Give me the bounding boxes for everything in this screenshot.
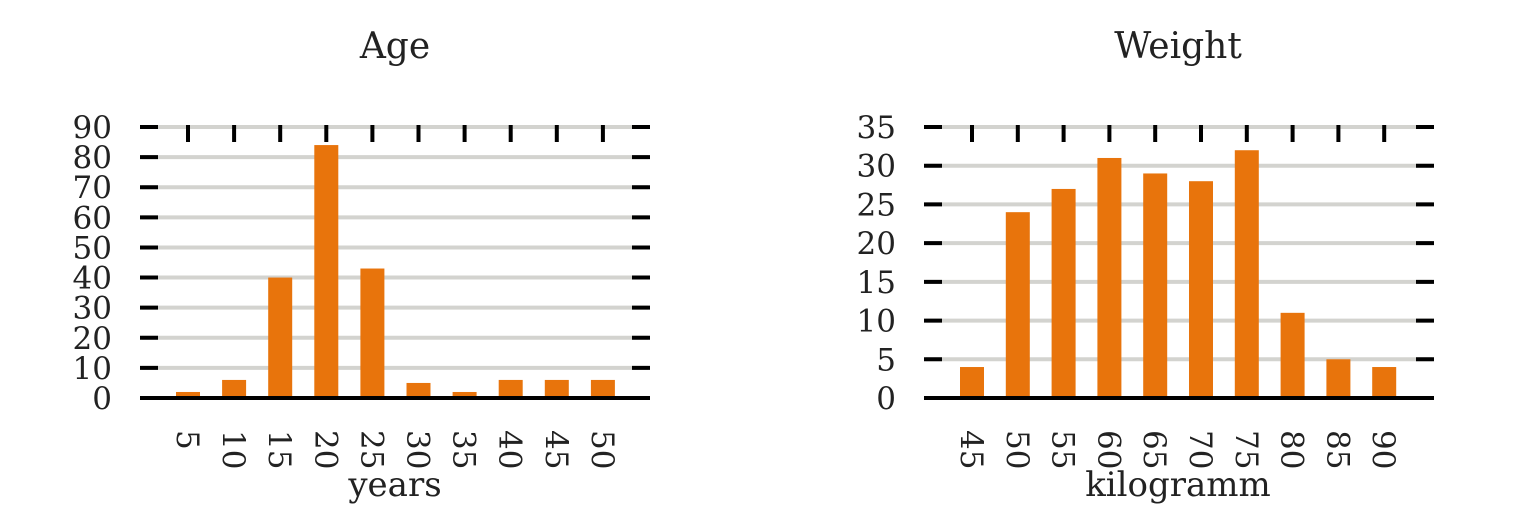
x-tick-label: 45 [953, 430, 989, 469]
y-tick-label: 15 [857, 265, 896, 301]
bar [1097, 157, 1122, 398]
bar [176, 391, 200, 398]
bar [1372, 367, 1397, 398]
x-tick-label: 30 [400, 430, 436, 469]
bar [1051, 188, 1076, 398]
bar [960, 367, 984, 398]
x-tick-label: 25 [353, 430, 389, 469]
x-axis-label: years [347, 465, 441, 505]
x-tick-label: 85 [1319, 430, 1355, 469]
bar [590, 379, 615, 398]
y-tick-label: 10 [857, 304, 896, 340]
x-axis-label: kilogramm [1085, 465, 1271, 505]
y-tick-label: 10 [73, 351, 112, 387]
y-tick-label: 80 [73, 140, 112, 176]
x-tick-label: 15 [261, 430, 297, 469]
x-tick-label: 70 [1182, 430, 1218, 469]
bar [1234, 150, 1259, 398]
x-tick-label: 50 [584, 430, 620, 469]
bar [268, 277, 293, 398]
chart-title: Weight [1114, 26, 1242, 67]
bar [1280, 312, 1305, 398]
y-tick-label: 5 [876, 342, 896, 378]
y-tick-label: 20 [73, 321, 112, 357]
bar [544, 379, 569, 398]
x-tick-label: 5 [169, 430, 205, 450]
x-tick-label: 45 [538, 430, 574, 469]
y-tick-label: 0 [92, 381, 112, 417]
bar [498, 379, 523, 398]
bar [1326, 359, 1351, 398]
y-tick-label: 35 [857, 110, 896, 146]
bar [222, 379, 247, 398]
y-tick-label: 30 [73, 291, 112, 327]
y-tick-label: 30 [857, 149, 896, 185]
x-tick-label: 80 [1274, 430, 1310, 469]
x-tick-label: 75 [1228, 430, 1264, 469]
x-tick-label: 55 [1045, 430, 1081, 469]
x-tick-label: 90 [1365, 430, 1401, 469]
x-tick-label: 10 [215, 430, 251, 469]
bar [452, 391, 477, 398]
x-tick-label: 60 [1090, 430, 1126, 469]
bar [1143, 173, 1168, 398]
bar [1005, 212, 1030, 398]
y-tick-label: 20 [857, 226, 896, 262]
x-tick-label: 35 [446, 430, 482, 469]
x-tick-label: 50 [999, 430, 1035, 469]
y-tick-label: 0 [876, 381, 896, 417]
x-tick-label: 65 [1136, 430, 1172, 469]
chart-title: Age [359, 26, 430, 67]
y-tick-label: 50 [73, 230, 112, 266]
x-tick-label: 20 [307, 430, 343, 469]
y-tick-label: 60 [73, 200, 112, 236]
bar [1189, 181, 1213, 398]
y-tick-label: 70 [73, 170, 112, 206]
bar [406, 382, 431, 398]
x-tick-label: 40 [492, 430, 528, 469]
bar [314, 145, 339, 398]
y-tick-label: 40 [73, 261, 112, 297]
y-tick-label: 25 [857, 187, 896, 223]
bar [360, 268, 385, 398]
y-tick-label: 90 [73, 110, 112, 146]
